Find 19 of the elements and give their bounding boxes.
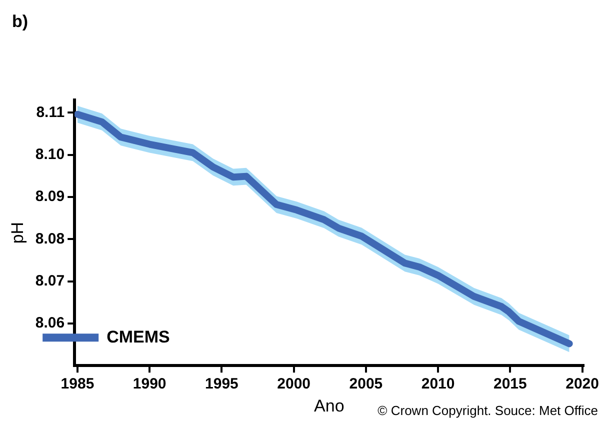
legend-label: CMEMS: [106, 327, 170, 346]
x-tick-label: 2000: [277, 376, 311, 393]
x-tick-label: 2010: [421, 376, 455, 393]
x-tick-label: 2015: [493, 376, 527, 393]
y-tick-label: 8.10: [35, 146, 65, 163]
y-axis-title: pH: [8, 222, 27, 244]
x-axis-title: Ano: [314, 396, 344, 416]
y-tick-label: 8.08: [35, 230, 65, 248]
x-tick-label: 2020: [566, 376, 599, 393]
x-tick-label: 2005: [349, 376, 383, 393]
y-tick-label: 8.06: [35, 314, 65, 332]
x-tick-label: 1985: [60, 376, 94, 393]
y-tick-label: 8.07: [35, 272, 65, 290]
y-tick-label: 8.11: [36, 104, 65, 121]
x-tick-label: 1995: [205, 376, 238, 393]
chart-title: b): [12, 12, 28, 32]
text: © Crown Copyright. Souce: Met Office: [378, 403, 598, 418]
x-tick-label: 1990: [132, 376, 166, 393]
y-tick-label: 8.09: [35, 188, 65, 206]
